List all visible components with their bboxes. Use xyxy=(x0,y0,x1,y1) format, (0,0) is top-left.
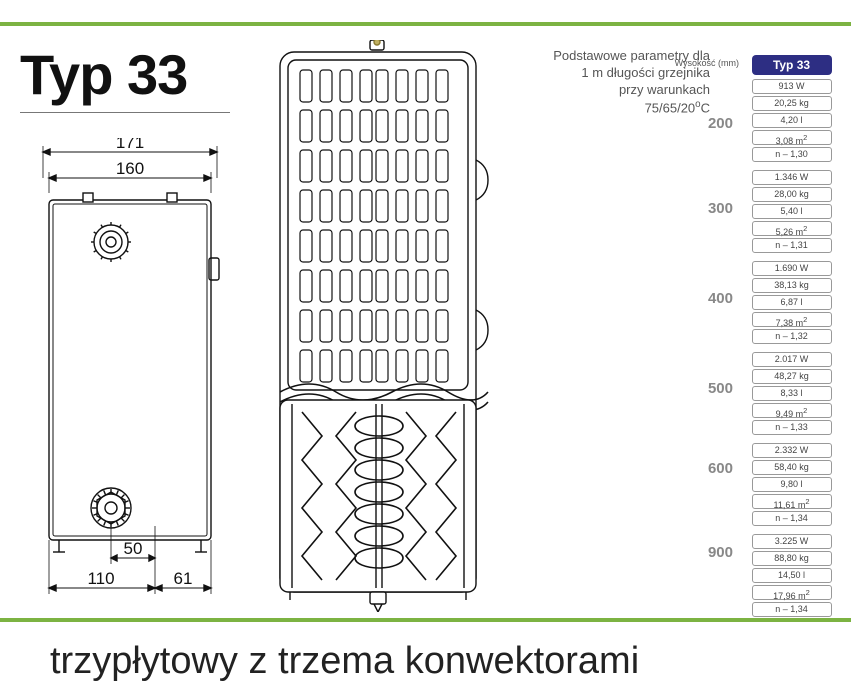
param-cell: 3.225 W xyxy=(752,534,832,549)
svg-text:50: 50 xyxy=(124,539,143,558)
height-label: 400 xyxy=(708,290,733,307)
param-cell: 5,26 m2 xyxy=(752,221,832,236)
param-cell: n – 1,30 xyxy=(752,147,832,162)
param-group: 2.332 W 58,40 kg 9,80 l 11,61 m2 n – 1,34 xyxy=(744,443,839,526)
param-group: 913 W 20,25 kg 4,20 l 3,08 m2 n – 1,30 xyxy=(744,79,839,162)
param-cell: 4,20 l xyxy=(752,113,832,128)
height-label: 300 xyxy=(708,200,733,217)
page-title: Typ 33 xyxy=(20,42,187,107)
param-cell: 88,80 kg xyxy=(752,551,832,566)
subtitle: trzypłytowy z trzema konwektorami xyxy=(50,640,639,683)
svg-text:61: 61 xyxy=(174,569,193,588)
title-underline xyxy=(20,112,230,113)
param-group: 3.225 W 88,80 kg 14,50 l 17,96 m2 n – 1,34 xyxy=(744,534,839,617)
param-cell: 1.690 W xyxy=(752,261,832,276)
param-group: 1.690 W 38,13 kg 6,87 l 7,38 m2 n – 1,32 xyxy=(744,261,839,344)
param-cell: n – 1,32 xyxy=(752,329,832,344)
param-cell: n – 1,33 xyxy=(752,420,832,435)
front-diagram xyxy=(258,40,508,612)
param-cell: 5,40 l xyxy=(752,204,832,219)
param-cell: 17,96 m2 xyxy=(752,585,832,600)
param-cell: 48,27 kg xyxy=(752,369,832,384)
param-cell: 6,87 l xyxy=(752,295,832,310)
param-header-pill: Typ 33 xyxy=(752,55,832,75)
param-cell: 2.017 W xyxy=(752,352,832,367)
param-cell: n – 1,34 xyxy=(752,511,832,526)
svg-text:171: 171 xyxy=(116,138,144,152)
height-label: 600 xyxy=(708,460,733,477)
param-cell: 9,49 m2 xyxy=(752,403,832,418)
svg-text:160: 160 xyxy=(116,159,144,178)
param-cell: 2.332 W xyxy=(752,443,832,458)
height-label: 500 xyxy=(708,380,733,397)
param-table: Typ 33 913 W 20,25 kg 4,20 l 3,08 m2 n – 1,30… xyxy=(744,55,839,625)
param-header-hint: Wysokość (mm) xyxy=(675,58,739,68)
param-cell: n – 1,31 xyxy=(752,238,832,253)
bottom-green-bar xyxy=(0,618,851,622)
param-cell: 38,13 kg xyxy=(752,278,832,293)
height-label: 900 xyxy=(708,544,733,561)
param-cell: 3,08 m2 xyxy=(752,130,832,145)
side-diagram: 171 160 50 110 61 xyxy=(33,138,243,603)
param-cell: 1.346 W xyxy=(752,170,832,185)
height-label: 200 xyxy=(708,115,733,132)
param-cell: 58,40 kg xyxy=(752,460,832,475)
param-cell: 8,33 l xyxy=(752,386,832,401)
param-cell: 11,61 m2 xyxy=(752,494,832,509)
param-group: 1.346 W 28,00 kg 5,40 l 5,26 m2 n – 1,31 xyxy=(744,170,839,253)
param-cell: n – 1,34 xyxy=(752,602,832,617)
param-cell: 9,80 l xyxy=(752,477,832,492)
param-group: 2.017 W 48,27 kg 8,33 l 9,49 m2 n – 1,33 xyxy=(744,352,839,435)
param-cell: 20,25 kg xyxy=(752,96,832,111)
param-cell: 14,50 l xyxy=(752,568,832,583)
param-cell: 28,00 kg xyxy=(752,187,832,202)
svg-text:110: 110 xyxy=(87,569,114,588)
top-green-bar xyxy=(0,22,851,26)
param-cell: 913 W xyxy=(752,79,832,94)
param-cell: 7,38 m2 xyxy=(752,312,832,327)
